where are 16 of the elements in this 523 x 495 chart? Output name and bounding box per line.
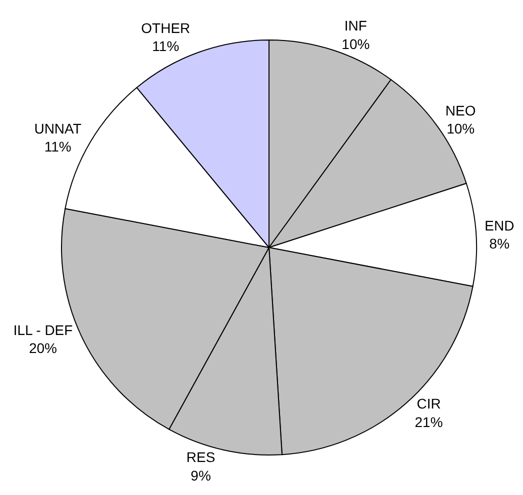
- data-label: 10%: [342, 36, 370, 52]
- slice-label: CIR: [416, 396, 441, 412]
- data-label: 8%: [489, 236, 510, 252]
- data-label: 21%: [414, 414, 443, 430]
- data-label: 9%: [190, 467, 211, 484]
- slice-label: END: [484, 217, 514, 234]
- slice-label: NEO: [445, 102, 476, 119]
- data-label: 11%: [44, 138, 72, 155]
- data-label: 11%: [152, 38, 180, 54]
- slice-label: INF: [344, 18, 367, 34]
- slice-label: RES: [186, 449, 216, 466]
- slice-label: UNNAT: [34, 120, 82, 136]
- slice-label: OTHER: [141, 20, 190, 36]
- slice-label: ILL - DEF: [13, 322, 73, 338]
- data-label: 10%: [446, 120, 475, 137]
- data-label: 20%: [28, 340, 58, 356]
